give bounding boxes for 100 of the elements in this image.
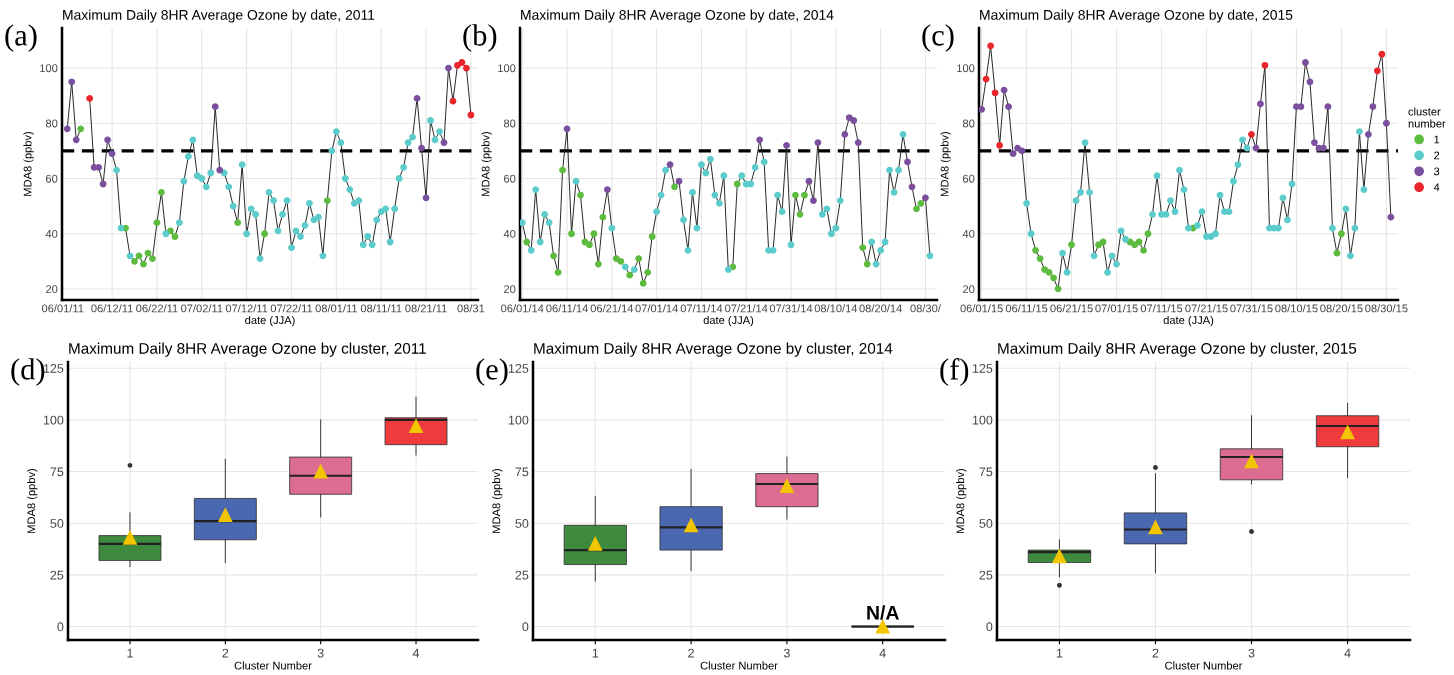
point [1198,208,1206,216]
legend-label: 4 [1433,183,1440,192]
point [859,244,867,251]
point [158,188,165,196]
point [890,188,898,196]
point [908,183,916,191]
point [836,197,844,204]
point [436,128,443,135]
point [104,136,111,144]
point [234,219,242,227]
x-tick-label: 07/11/15 [1140,304,1183,313]
point [1005,103,1013,111]
point [1144,230,1152,238]
point [1279,194,1287,202]
y-tick-label: 40 [503,229,516,238]
point [1320,144,1327,152]
x-axis-title: Cluster Number [700,661,778,670]
point [751,164,759,171]
point [1329,224,1336,232]
point [400,164,408,171]
point [698,161,705,169]
point [1351,224,1359,232]
point [1342,205,1350,213]
x-tick-label: 07/31/14 [769,304,813,313]
point [265,188,273,196]
y-tick-label: 80 [962,119,975,128]
point [463,64,470,72]
point [108,150,116,158]
point [373,216,381,224]
point [68,78,76,86]
y-tick-label: 25 [979,570,993,580]
point [991,89,999,97]
point [149,255,156,262]
y-tick-label: 100 [43,415,64,425]
point [391,205,399,213]
x-tick-label: 08/21/11 [405,304,447,313]
point [913,205,920,213]
point [635,255,643,262]
x-tick-label: 07/11/14 [680,304,723,313]
point [113,166,120,174]
x-axis-title: date (JJA) [703,315,754,327]
point [211,103,219,111]
point [162,230,170,238]
point [680,216,687,224]
x-tick-label: 2 [1152,648,1159,658]
x-axis-title: Cluster Number [1165,661,1243,670]
y-tick-label: 125 [972,364,993,373]
y-tick-label: 100 [40,64,58,73]
point [1023,199,1030,207]
x-tick-label: 08/20/15 [1320,304,1363,313]
point [572,177,580,185]
point [229,202,237,210]
point [738,172,746,180]
point [996,141,1004,149]
point [1364,130,1372,138]
point [1167,197,1174,204]
point [639,280,647,287]
x-tick-label: 2 [222,648,229,658]
annotation: (b) [463,24,497,52]
x-tick-label: 08/01/11 [315,304,358,313]
y-tick-label: 0 [986,622,993,632]
point [256,255,264,262]
point [337,139,345,146]
point [805,177,813,185]
legend-label: 2 [1434,151,1440,160]
point [1382,119,1390,127]
x-tick-label: 06/01/11 [41,304,84,313]
legend-label: 1 [1434,135,1440,144]
point [608,224,616,232]
point [922,194,929,202]
point [554,268,562,276]
x-tick-label: 06/11/14 [546,304,588,313]
point [747,180,755,188]
point [1248,130,1255,138]
point [868,238,876,246]
point [877,246,885,254]
point [653,208,661,216]
y-tick-label: 80 [45,119,58,128]
point [131,257,138,265]
annotation: (c) [922,24,954,52]
point [523,238,531,246]
point [1302,59,1309,66]
point [1185,224,1192,232]
point [872,260,880,268]
y-tick-label: 75 [50,467,64,477]
y-axis-title: MDA8 (ppbv) [940,131,951,196]
y-axis-title: MDA8 (ppbv) [27,468,38,533]
x-tick-label: 07/22/11 [270,304,313,313]
point [563,125,571,133]
point [1104,268,1111,276]
point [319,252,327,260]
point [818,210,826,218]
point [72,136,80,144]
point [823,205,831,213]
point [1018,147,1026,155]
point [1261,61,1269,69]
legend-title: cluster number [1408,107,1446,128]
point [787,241,795,249]
x-tick-label: 3 [1248,648,1255,658]
point [590,230,598,238]
